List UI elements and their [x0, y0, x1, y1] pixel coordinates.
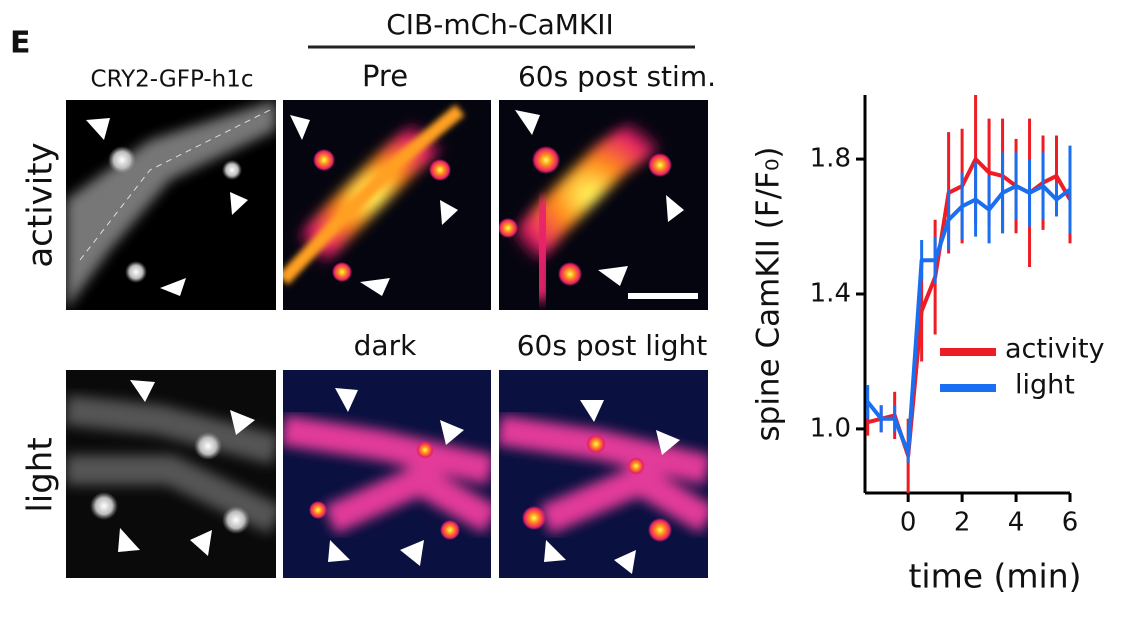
legend-label: light	[1015, 370, 1075, 401]
x-tick-label: 6	[1062, 508, 1079, 538]
micrograph	[66, 370, 276, 578]
micrograph	[283, 100, 491, 310]
column-label: CRY2-GFP-h1c	[91, 67, 254, 93]
micrograph	[66, 100, 276, 310]
row-label: activity	[21, 142, 61, 267]
column-label: 60s post light	[517, 329, 708, 362]
y-tick-label: 1.8	[810, 144, 851, 174]
row-label: light	[21, 437, 61, 512]
y-axis-title: spine CamKII (F/F₀)	[751, 146, 787, 441]
x-axis-title: time (min)	[908, 557, 1081, 596]
column-label: Pre	[362, 59, 408, 93]
x-tick-label: 4	[1008, 508, 1025, 538]
x-tick-label: 2	[954, 508, 971, 538]
series-line	[866, 184, 1072, 455]
micrograph	[499, 370, 708, 578]
micrograph	[499, 100, 708, 310]
group-title: CIB-mCh-CaMKII	[386, 8, 614, 41]
y-tick-label: 1.0	[810, 413, 851, 443]
y-tick-label: 1.4	[810, 279, 851, 309]
panel-label: E	[10, 26, 31, 61]
x-tick-label: 0	[900, 508, 917, 538]
micrograph	[283, 370, 491, 578]
line-chart: 1.0 1.4 1.8 0 2 4 6 spine CamKII (F/F₀) time (mi…	[751, 95, 1105, 596]
column-label: dark	[354, 329, 417, 362]
legend-label: activity	[1005, 334, 1105, 365]
column-label: 60s post stim.	[518, 60, 716, 93]
